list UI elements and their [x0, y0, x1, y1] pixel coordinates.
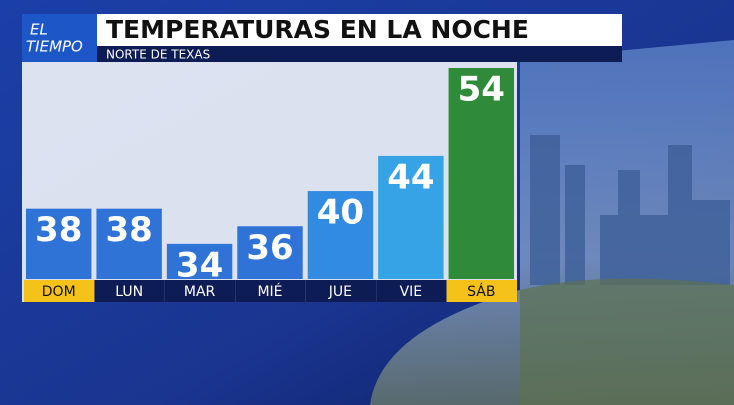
logo-text: EL: [30, 21, 48, 39]
value-label: 54: [458, 70, 505, 110]
x-tick-label: VIE: [400, 284, 423, 300]
x-tick-label: MIÉ: [257, 283, 282, 300]
x-tick-label: SÁB: [467, 283, 495, 300]
value-label: 38: [105, 210, 152, 250]
chart-subtitle: NORTE DE TEXAS: [106, 48, 210, 62]
x-tick-label: JUE: [328, 284, 352, 300]
bar: [26, 208, 92, 279]
x-tick-label: MAR: [184, 284, 216, 300]
title-bar: [97, 14, 622, 46]
bar: [307, 191, 374, 279]
bar: [96, 208, 162, 279]
day-label-bg: [94, 280, 165, 302]
subtitle-bar: [97, 46, 622, 62]
day-label-bg: [24, 280, 95, 302]
day-label-bg: [164, 280, 236, 302]
day-label-bg: [446, 280, 517, 302]
day-label-bg: [235, 280, 306, 302]
value-label: 40: [317, 193, 364, 233]
bar: [237, 226, 303, 279]
day-label-bg: [376, 280, 447, 302]
chart-title: TEMPERATURAS EN LA NOCHE: [106, 15, 529, 44]
value-label: 36: [246, 228, 293, 268]
day-label-bg: [305, 280, 377, 302]
x-tick-label: DOM: [42, 284, 76, 300]
logo-box: [22, 14, 97, 62]
logo-text: TIEMPO: [26, 38, 83, 56]
value-label: 44: [387, 157, 434, 197]
value-label: 34: [176, 245, 223, 285]
bar: [378, 155, 444, 279]
value-label: 38: [35, 210, 82, 250]
bar: [448, 68, 514, 279]
x-tick-label: LUN: [115, 284, 143, 300]
trees: [520, 278, 734, 405]
bar: [166, 243, 233, 279]
skyline: [530, 135, 730, 285]
